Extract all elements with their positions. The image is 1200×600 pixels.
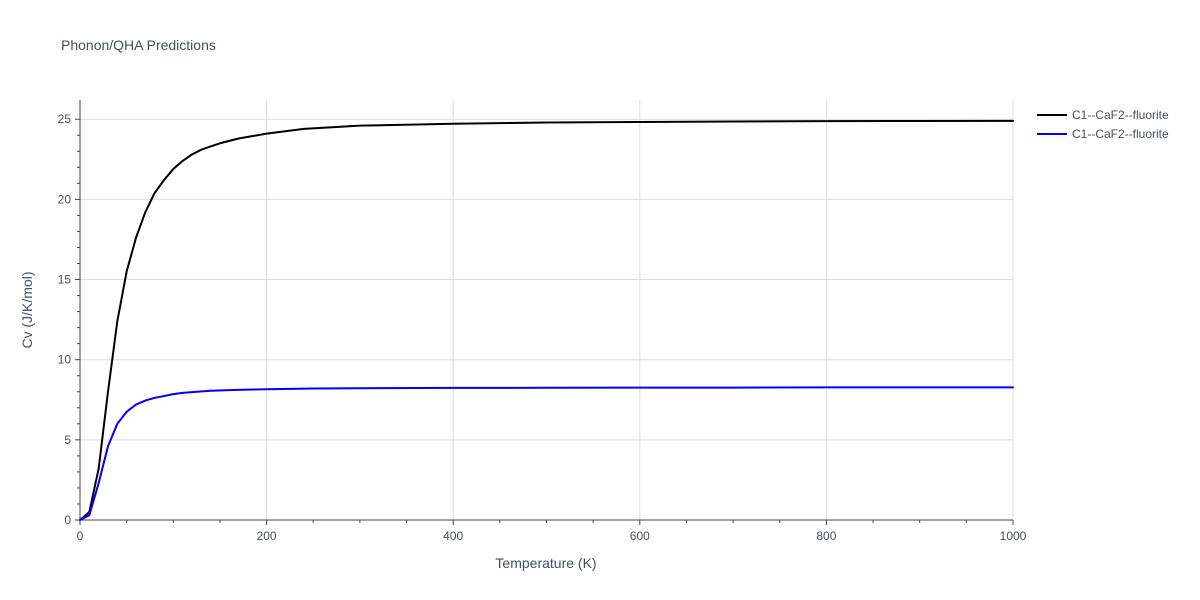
x-tick-label: 600 [630, 529, 650, 543]
grid-layer [80, 100, 1014, 520]
y-tick-label: 10 [58, 353, 72, 367]
x-tick-label: 1000 [1000, 529, 1027, 543]
series-line-2 [79, 386, 1014, 521]
x-tick-label: 800 [816, 529, 836, 543]
chart-title: Phonon/QHA Predictions [61, 37, 216, 53]
legend-label: C1--CaF2--fluorite [1072, 127, 1169, 141]
x-axis-title: Temperature (K) [495, 555, 596, 571]
y-tick-label: 0 [64, 513, 71, 527]
y-tick-label: 5 [64, 433, 71, 447]
y-axis-title: Cv (J/K/mol) [19, 272, 35, 349]
series-layer [79, 119, 1014, 521]
axes-layer: 0 200 400 600 800 1000 0 5 10 15 20 25 [58, 100, 1027, 543]
x-tick-label: 400 [443, 529, 463, 543]
legend-item[interactable]: C1--CaF2--fluorite [1037, 108, 1169, 122]
y-tick-label: 15 [58, 273, 72, 287]
series-line-1 [79, 119, 1014, 521]
legend[interactable]: C1--CaF2--fluorite C1--CaF2--fluorite [1037, 108, 1169, 141]
x-tick-label: 0 [77, 529, 84, 543]
y-tick-label: 20 [58, 192, 72, 206]
x-tick-label: 200 [257, 529, 277, 543]
legend-item[interactable]: C1--CaF2--fluorite [1037, 127, 1169, 141]
legend-label: C1--CaF2--fluorite [1072, 108, 1169, 122]
y-tick-label: 25 [58, 112, 72, 126]
